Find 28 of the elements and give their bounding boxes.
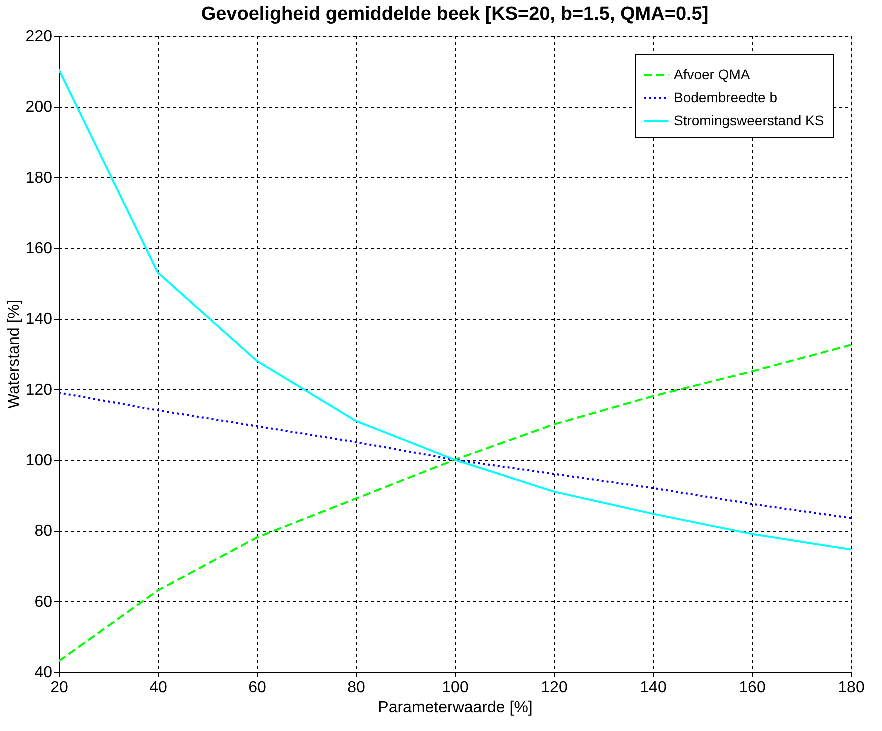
line-series	[59, 392, 851, 520]
y-tick-label: 180	[26, 170, 53, 187]
y-axis-title: Waterstand [%]	[6, 300, 23, 409]
x-tick-label: 100	[442, 680, 469, 696]
line-series	[59, 344, 851, 662]
x-tick-label: 160	[739, 680, 766, 696]
x-tick-label: 140	[640, 680, 667, 696]
legend-label: Afvoer QMA	[674, 66, 751, 82]
y-tick-label: 140	[26, 311, 53, 328]
x-tick-label: 80	[348, 680, 366, 696]
legend-label: Bodembreedte b	[674, 90, 778, 106]
x-tick-label: 60	[248, 680, 266, 696]
y-tick-label: 200	[26, 99, 53, 116]
legend-label: Stromingsweerstand KS	[674, 112, 824, 128]
y-tick-label: 100	[26, 452, 53, 470]
x-axis-title: Parameterwaarde [%]	[378, 700, 533, 716]
y-tick-label: 80	[34, 523, 53, 540]
y-tick-label: 160	[26, 240, 53, 258]
y-tick-label: 220	[26, 28, 53, 46]
y-tick-label: 120	[26, 382, 53, 399]
y-tick-label: 40	[34, 664, 53, 682]
x-tick-label: 180	[838, 680, 865, 696]
x-tick-label: 40	[150, 680, 168, 696]
chart-title: Gevoeligheid gemiddelde beek [KS=20, b=1.5, QMA=0.5]	[201, 4, 709, 25]
x-tick-label: 120	[541, 680, 568, 696]
y-tick-label: 60	[34, 594, 53, 611]
x-tick-label: 20	[50, 680, 68, 696]
line-series	[59, 68, 851, 551]
